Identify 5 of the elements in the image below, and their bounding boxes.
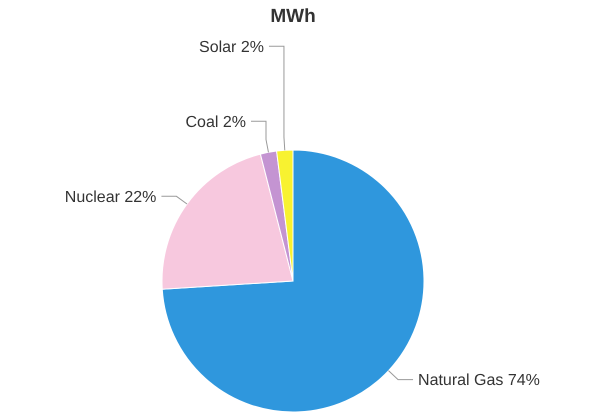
- slice-label: Coal 2%: [186, 114, 246, 131]
- chart-title: MWh: [270, 6, 316, 27]
- slice-label: Solar 2%: [199, 38, 264, 56]
- slice-label: Natural Gas 74%: [418, 372, 540, 390]
- slice-label: Nuclear 22%: [64, 188, 156, 206]
